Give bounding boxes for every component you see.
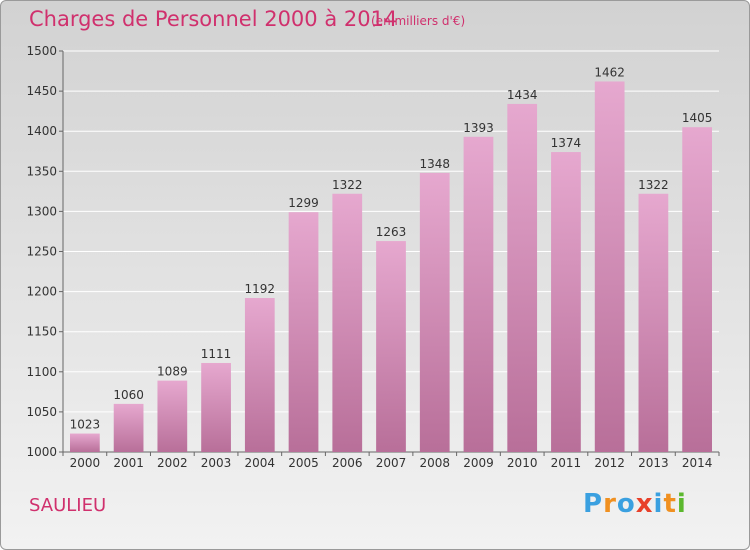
x-tick-label: 2001 xyxy=(113,456,144,470)
y-tick-label: 1150 xyxy=(26,325,57,339)
x-tick-label: 2009 xyxy=(463,456,494,470)
bar-value-label: 1462 xyxy=(594,65,625,79)
y-tick-label: 1050 xyxy=(26,405,57,419)
logo-letter: o xyxy=(616,489,636,519)
bar xyxy=(376,241,406,452)
chart-subtitle: (en milliers d'€) xyxy=(371,14,466,28)
x-tick-label: 2008 xyxy=(419,456,450,470)
x-tick-label: 2014 xyxy=(682,456,713,470)
logo-letter: r xyxy=(603,489,617,519)
x-tick-label: 2003 xyxy=(201,456,232,470)
bar-value-label: 1299 xyxy=(288,196,319,210)
bar xyxy=(507,103,538,452)
y-tick-label: 1000 xyxy=(26,445,57,459)
bar-value-label: 1322 xyxy=(638,178,669,192)
bar-value-label: 1434 xyxy=(507,88,538,102)
bar xyxy=(332,193,363,453)
logo-letter: i xyxy=(676,489,687,519)
y-tick-label: 1400 xyxy=(26,124,57,138)
y-tick-label: 1200 xyxy=(26,285,57,299)
x-tick-label: 2000 xyxy=(70,456,101,470)
bar xyxy=(638,193,669,453)
y-tick-label: 1100 xyxy=(26,365,57,379)
bar xyxy=(244,298,275,452)
y-tick-label: 1500 xyxy=(26,44,57,58)
bar-value-label: 1348 xyxy=(419,157,450,171)
bar-value-label: 1263 xyxy=(376,225,407,239)
bar xyxy=(463,136,494,452)
bars xyxy=(69,81,713,453)
bar-value-label: 1322 xyxy=(332,178,363,192)
labels: 1023 2000 1060 2001 1089 2002 1111 2003 1192 2004… xyxy=(70,65,713,470)
bar-value-label: 1374 xyxy=(551,136,582,150)
bar xyxy=(419,172,450,453)
bar xyxy=(594,81,625,452)
proxiti-logo: Proxiti xyxy=(583,489,687,519)
x-tick-label: 2005 xyxy=(288,456,319,470)
bar-value-label: 1060 xyxy=(113,388,144,402)
logo-letter: P xyxy=(583,489,604,519)
bar-value-label: 1405 xyxy=(682,111,713,125)
bar xyxy=(551,152,581,452)
logo-letter: t xyxy=(663,489,677,519)
bar-value-label: 1023 xyxy=(70,418,101,432)
bar xyxy=(201,362,231,452)
x-tick-label: 2010 xyxy=(507,456,538,470)
x-tick-label: 2012 xyxy=(594,456,625,470)
x-tick-label: 2013 xyxy=(638,456,669,470)
x-tick-label: 2007 xyxy=(376,456,407,470)
logo-letter: x xyxy=(635,489,654,519)
logo-letter: i xyxy=(653,489,664,519)
bar xyxy=(113,403,144,452)
bar-value-label: 1111 xyxy=(201,347,232,361)
y-tick-label: 1350 xyxy=(26,164,57,178)
bar xyxy=(157,380,188,452)
y-tick-label: 1250 xyxy=(26,245,57,259)
x-tick-label: 2004 xyxy=(245,456,276,470)
chart-title: Charges de Personnel 2000 à 2014 xyxy=(29,7,398,31)
y-tick-label: 1300 xyxy=(26,204,57,218)
bar-value-label: 1089 xyxy=(157,365,188,379)
place-name: SAULIEU xyxy=(29,495,107,516)
x-tick-label: 2002 xyxy=(157,456,188,470)
bar xyxy=(288,212,319,452)
bar-value-label: 1192 xyxy=(245,282,276,296)
bar-value-label: 1393 xyxy=(463,121,494,135)
bar xyxy=(69,433,100,452)
x-tick-label: 2006 xyxy=(332,456,363,470)
bar xyxy=(682,127,713,452)
x-tick-label: 2011 xyxy=(551,456,582,470)
y-tick-label: 1450 xyxy=(26,84,57,98)
